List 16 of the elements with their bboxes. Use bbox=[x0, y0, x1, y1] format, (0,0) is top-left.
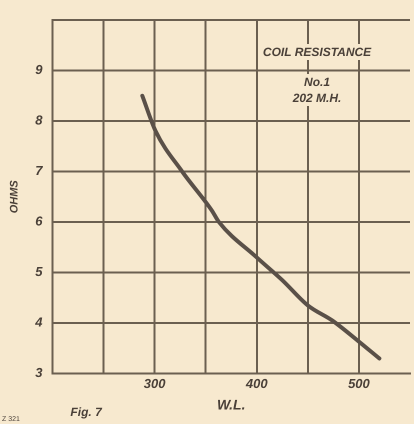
x-axis-title: W.L. bbox=[216, 396, 246, 412]
x-tick-label: 400 bbox=[244, 376, 268, 391]
annotation: No.1 202 M.H. bbox=[292, 75, 342, 105]
y-tick-label: 4 bbox=[34, 314, 44, 330]
caption: Fig. 7 bbox=[70, 405, 104, 419]
text: COIL RESISTANCE bbox=[262, 45, 372, 59]
y-tick-label: 8 bbox=[35, 112, 44, 128]
y-tick-label: 3 bbox=[35, 365, 44, 380]
x-tick-label: 500 bbox=[348, 376, 371, 391]
y-tick-label: 7 bbox=[35, 163, 44, 178]
y-axis-title: OHMS bbox=[8, 180, 21, 214]
x-tick-label: 300 bbox=[144, 376, 166, 391]
line-series bbox=[140, 94, 382, 360]
y-tick-label: 6 bbox=[35, 214, 44, 229]
y-tick-label: 9 bbox=[35, 62, 44, 78]
y-tick-label: 5 bbox=[35, 264, 44, 280]
